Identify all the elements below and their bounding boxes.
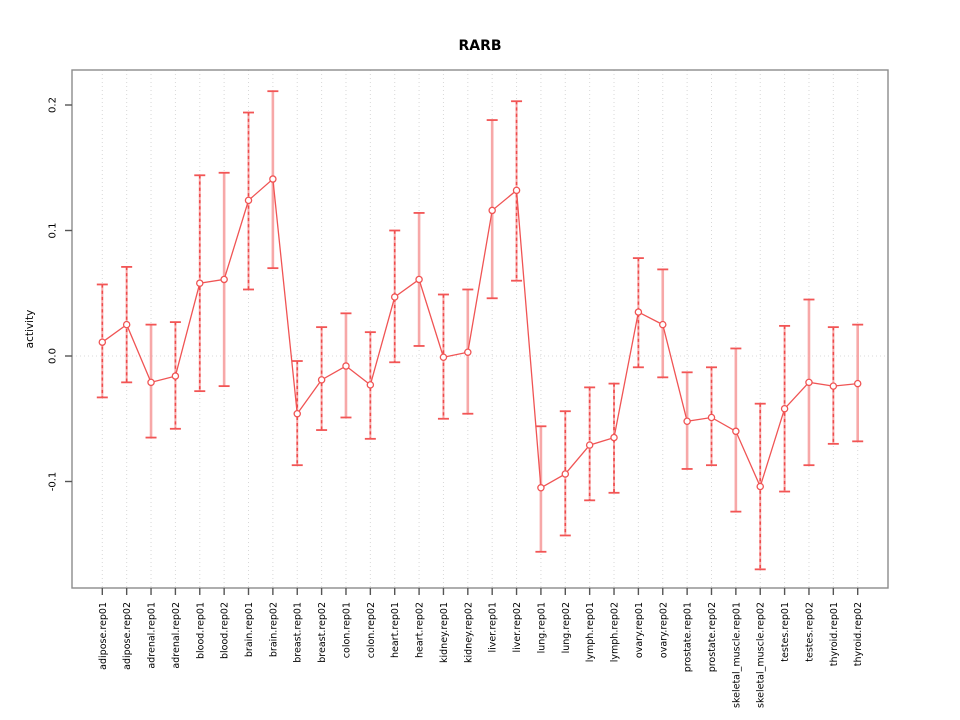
x-tick-label: ovary.rep01 <box>634 602 645 658</box>
x-tick-label: testes.rep01 <box>780 602 791 662</box>
data-point <box>829 382 838 390</box>
data-point <box>634 308 643 316</box>
data-point <box>293 409 301 418</box>
data-point <box>537 484 545 492</box>
x-tick-label: heart.rep02 <box>415 602 426 658</box>
x-tick-label: blood.rep01 <box>195 602 206 659</box>
plot-frame <box>71 69 889 589</box>
x-tick-label: lung.rep02 <box>561 602 572 653</box>
x-tick-label: kidney.rep02 <box>463 602 474 663</box>
x-tick-label: liver.rep02 <box>512 602 523 652</box>
data-point <box>488 206 496 215</box>
x-tick-label: brain.rep02 <box>268 602 279 657</box>
x-tick-label: colon.rep01 <box>341 602 352 658</box>
x-tick-label: breast.rep02 <box>317 602 328 663</box>
data-point <box>196 279 204 287</box>
x-tick-label: colon.rep02 <box>366 602 377 658</box>
x-tick-label: ovary.rep02 <box>658 602 669 658</box>
data-point <box>659 320 667 329</box>
x-tick-label: adrenal.rep02 <box>171 602 182 669</box>
data-point <box>439 353 448 362</box>
x-tick-label: skeletal_muscle.rep02 <box>756 602 767 708</box>
x-tick-label: adrenal.rep01 <box>147 602 158 669</box>
data-point <box>585 441 594 449</box>
y-tick-label: 0.2 <box>48 97 59 113</box>
x-tick-label: lung.rep01 <box>536 602 547 653</box>
data-point <box>366 381 375 389</box>
x-tick-label: prostate.rep02 <box>707 602 718 672</box>
x-tick-label: thyroid.rep01 <box>829 602 840 666</box>
series-line <box>101 177 858 489</box>
x-tick-label: lymph.rep02 <box>610 602 621 662</box>
x-tick-label: testes.rep02 <box>804 602 815 662</box>
y-tick-label: -0.1 <box>48 472 59 492</box>
data-point <box>244 196 253 205</box>
x-tick-label: adipose.rep01 <box>98 602 109 670</box>
data-point <box>512 186 521 195</box>
data-point <box>342 362 350 370</box>
x-tick-label: kidney.rep01 <box>439 602 450 663</box>
x-tick-label: breast.rep01 <box>293 602 304 663</box>
chart-title: RARB <box>458 38 502 54</box>
y-tick-label: 0.1 <box>48 223 59 239</box>
data-point <box>805 378 813 387</box>
data-point <box>561 470 570 478</box>
x-tick-label: prostate.rep01 <box>683 602 694 672</box>
data-point <box>464 348 472 356</box>
x-tick-label: liver.rep01 <box>488 602 499 652</box>
x-tick-label: lymph.rep01 <box>585 602 596 662</box>
data-point <box>707 413 716 422</box>
x-tick-label: thyroid.rep02 <box>853 602 864 666</box>
x-tick-label: brain.rep01 <box>244 602 255 657</box>
y-tick-label: 0.0 <box>48 348 59 364</box>
data-point <box>610 433 618 442</box>
data-point <box>147 378 155 387</box>
data-point <box>122 320 131 329</box>
data-point <box>317 376 326 384</box>
data-point <box>853 379 862 388</box>
data-point <box>683 417 691 426</box>
x-tick-label: skeletal_muscle.rep01 <box>731 602 742 708</box>
data-point <box>732 427 740 436</box>
data-point <box>780 404 789 413</box>
data-point <box>415 275 423 284</box>
y-axis-label: activity <box>24 310 36 349</box>
x-tick-label: blood.rep02 <box>220 602 231 659</box>
x-tick-label: adipose.rep02 <box>122 602 133 670</box>
x-tick-label: heart.rep01 <box>390 602 401 658</box>
data-point <box>269 175 277 183</box>
data-point <box>756 482 764 491</box>
data-point <box>220 275 228 284</box>
data-point <box>390 293 399 301</box>
data-point <box>98 338 107 346</box>
data-point <box>171 372 180 380</box>
